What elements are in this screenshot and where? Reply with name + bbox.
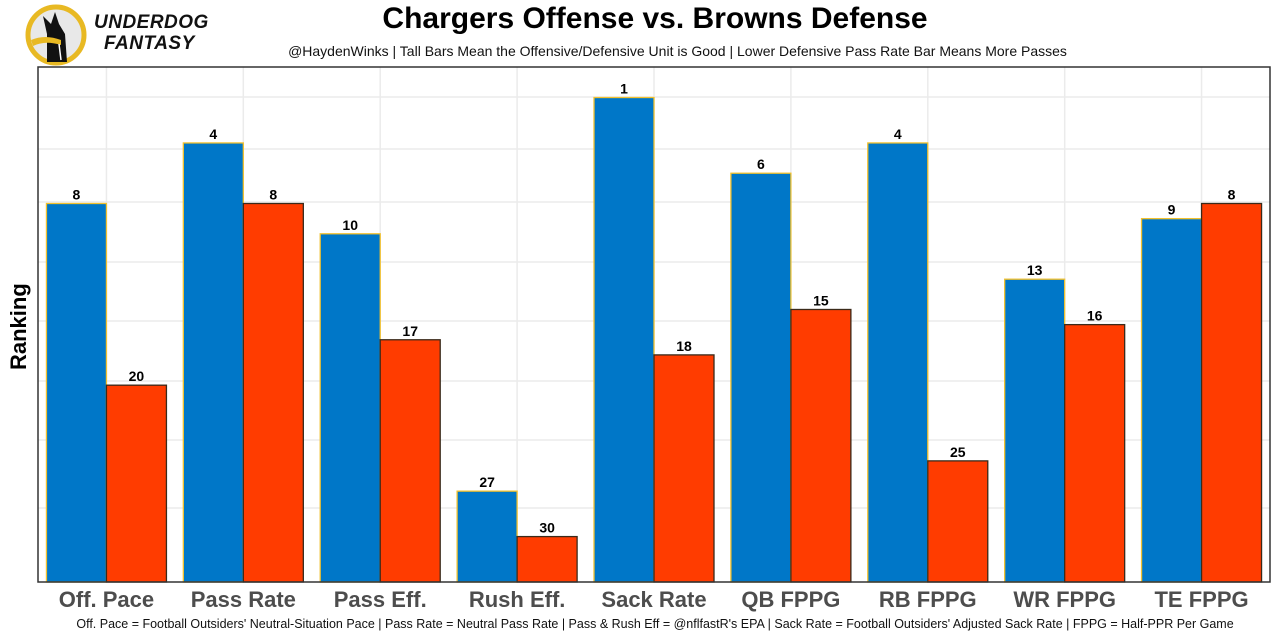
x-tick-label: QB FPPG <box>741 587 840 612</box>
bar-offense-6 <box>867 142 929 583</box>
underdog-fantasy-wordmark: UNDERDOG FANTASY <box>94 12 209 54</box>
data-label: 1 <box>620 81 628 97</box>
bar-offense-7 <box>1004 278 1066 583</box>
bar-offense-1 <box>182 142 244 583</box>
bar-offense-0 <box>45 202 108 583</box>
bar-defense-4 <box>653 354 715 583</box>
x-tick-label: RB FPPG <box>879 587 977 612</box>
data-label: 8 <box>269 187 277 203</box>
data-label: 20 <box>129 368 145 384</box>
bars <box>45 96 1263 583</box>
data-labels: 8 20 4 8 10 17 27 30 1 18 6 15 4 25 13 16 9 8 <box>73 81 1236 536</box>
x-tick-labels: Off. Pace Pass Rate Pass Eff. Rush Eff. Sack… <box>59 587 1249 612</box>
data-label: 8 <box>73 187 81 203</box>
bar-defense-2 <box>379 339 441 583</box>
data-label: 13 <box>1027 262 1043 278</box>
bar-offense-4 <box>593 96 655 583</box>
brand-line-1: UNDERDOG <box>94 12 209 33</box>
bar-offense-2 <box>319 233 381 583</box>
chart-subtitle: @HaydenWinks | Tall Bars Mean the Offens… <box>288 43 1067 59</box>
data-label: 17 <box>402 323 418 339</box>
data-label: 27 <box>479 474 495 490</box>
x-tick-label: WR FPPG <box>1013 587 1116 612</box>
data-label: 4 <box>209 126 217 142</box>
data-label: 16 <box>1087 308 1103 324</box>
data-label: 4 <box>894 126 902 142</box>
chart-title: Chargers Offense vs. Browns Defense <box>382 2 928 35</box>
bar-defense-7 <box>1064 323 1126 583</box>
x-tick-label: Off. Pace <box>59 587 154 612</box>
x-tick-label: Sack Rate <box>601 587 706 612</box>
data-label: 15 <box>813 292 829 308</box>
bar-defense-5 <box>790 308 852 583</box>
x-tick-label: Pass Eff. <box>334 587 427 612</box>
data-label: 18 <box>676 338 692 354</box>
data-label: 10 <box>342 217 358 233</box>
bar-defense-3 <box>516 535 578 583</box>
data-label: 25 <box>950 444 966 460</box>
x-tick-label: Pass Rate <box>191 587 296 612</box>
bar-defense-0 <box>105 384 168 583</box>
bar-defense-6 <box>927 460 989 583</box>
plot-border <box>37 66 1271 583</box>
bar-offense-8 <box>1140 217 1203 583</box>
chart-footnote: Off. Pace = Football Outsiders' Neutral-… <box>76 617 1234 631</box>
data-label: 6 <box>757 156 765 172</box>
brand-line-2: FANTASY <box>104 33 195 54</box>
bar-defense-1 <box>242 202 304 583</box>
x-tick-label: Rush Eff. <box>469 587 566 612</box>
data-label: 30 <box>539 520 555 536</box>
bar-offense-5 <box>730 172 792 583</box>
bar-defense-8 <box>1200 202 1263 583</box>
data-label: 9 <box>1168 202 1176 218</box>
x-tick-label: TE FPPG <box>1154 587 1248 612</box>
bar-offense-3 <box>456 490 518 583</box>
underdog-logo-icon <box>25 4 87 66</box>
data-label: 8 <box>1228 187 1236 203</box>
